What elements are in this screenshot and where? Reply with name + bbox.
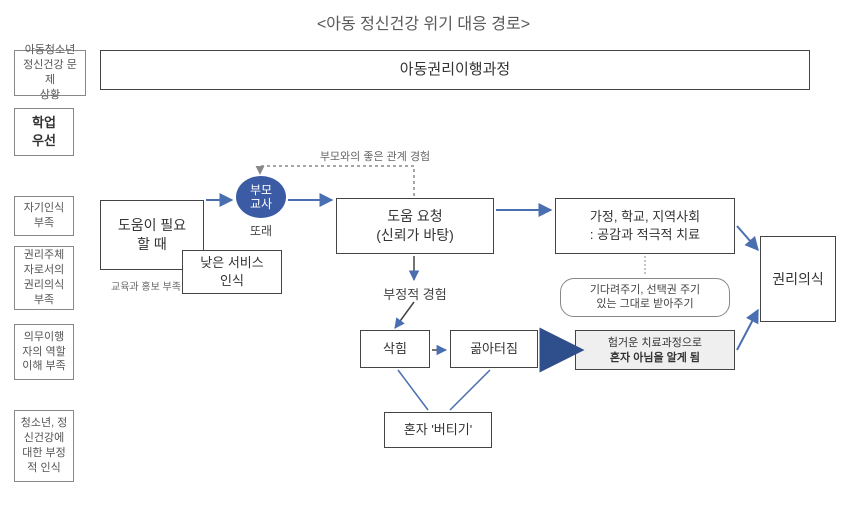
low-service-note: 교육과 홍보 부족: [108, 278, 184, 293]
relation-note: 부모와의 좋은 관계 경험: [290, 148, 460, 164]
outcome-line2: 혼자 아님을 알게 됨: [580, 351, 730, 366]
side-selfaware: 자기인식부족: [14, 196, 74, 236]
negative-label: 부정적 경험: [372, 284, 458, 303]
actors-ellipse: 부모교사: [236, 176, 286, 218]
endure-box: 혼자 '버티기': [384, 412, 492, 448]
context-box: 아동청소년정신건강 문제상황: [14, 50, 86, 96]
diagram-title: <아동 정신건강 위기 대응 경로>: [0, 10, 847, 34]
side-duty: 의무이행자의 역할이해 부족: [14, 324, 74, 380]
outcome-box: 험거운 치료과정으로 혼자 아님을 알게 됨: [575, 330, 735, 370]
outcome-line1: 험거운 치료과정으로: [580, 336, 730, 351]
support-box: 가정, 학교, 지역사회: 공감과 적극적 치료: [555, 198, 735, 254]
side-rights: 권리주체자로서의권리의식부족: [14, 246, 74, 310]
process-header: 아동권리이행과정: [100, 50, 810, 90]
rights-awareness-box: 권리의식: [760, 236, 836, 322]
low-service-box: 낮은 서비스인식: [182, 250, 282, 294]
side-youth: 청소년, 정신건강에대한 부정적 인식: [14, 410, 74, 482]
peer-label: 또래: [240, 222, 282, 239]
fester-box: 삭힘: [360, 330, 430, 368]
support-note: 기다려주기, 선택권 주기있는 그대로 받아주기: [560, 278, 730, 317]
side-academic: 학업우선: [14, 108, 74, 156]
request-box: 도움 요청(신뢰가 바탕): [336, 198, 494, 254]
burst-box: 곪아터짐: [450, 330, 538, 368]
